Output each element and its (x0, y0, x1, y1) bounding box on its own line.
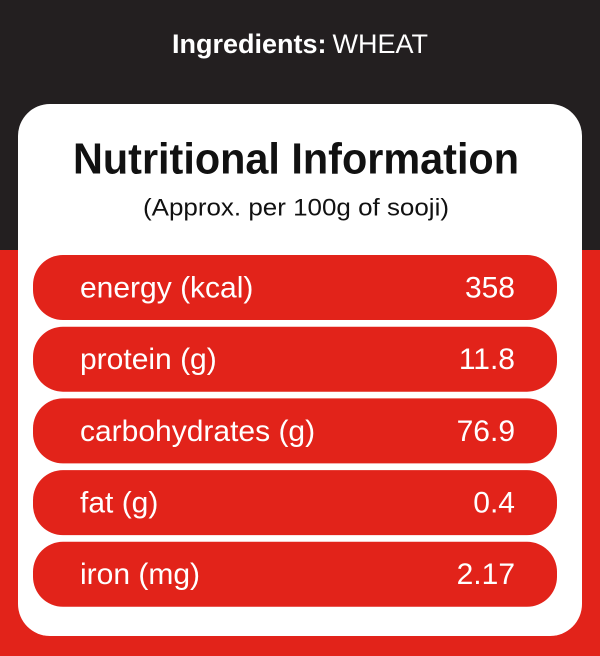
card-title: Nutritional Information (73, 135, 519, 184)
row-label: energy (kcal) (80, 271, 253, 304)
row-label: protein (g) (80, 343, 217, 376)
row-label: iron (mg) (80, 558, 200, 591)
row-value: 76.9 (457, 415, 515, 448)
nutrient-rows: energy (kcal) 358 protein (g) 11.8 carbohydr… (33, 255, 557, 607)
ingredients-label: Ingredients: (172, 29, 327, 59)
row-label: fat (g) (80, 487, 158, 520)
row-label: carbohydrates (g) (80, 415, 315, 448)
row-background (33, 398, 557, 464)
row-background (33, 326, 557, 392)
ingredients-line: Ingredients: WHEAT (172, 29, 428, 59)
ingredients-value: WHEAT (333, 29, 429, 59)
row-value: 0.4 (473, 487, 515, 520)
row-background (33, 541, 557, 607)
row-background (33, 255, 557, 320)
row-value: 2.17 (457, 558, 515, 591)
row-background (33, 470, 557, 536)
row-value: 11.8 (459, 343, 515, 376)
row-value: 358 (465, 271, 515, 304)
card-subtitle: (Approx. per 100g of sooji) (143, 194, 449, 221)
